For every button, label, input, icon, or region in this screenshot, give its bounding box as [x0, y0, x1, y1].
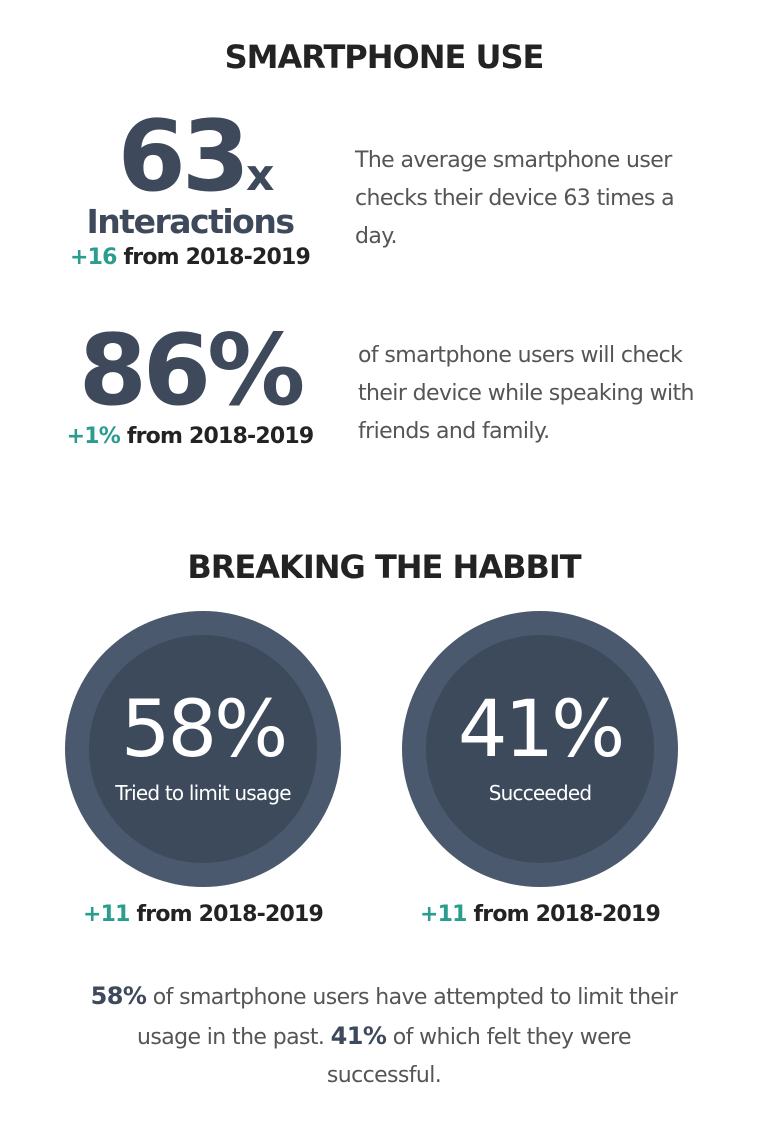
circle-stat-succeeded: 41% Succeeded: [402, 611, 678, 887]
delta-value: +16: [69, 245, 117, 270]
summary-bold-58: 58%: [90, 982, 147, 1010]
delta-period: from 2018-2019: [473, 902, 661, 927]
summary-paragraph: 58% of smartphone users have attempted t…: [80, 977, 688, 1095]
stat-suffix: x: [246, 150, 275, 201]
stat-interactions-delta: +16 from 2018-2019: [60, 245, 320, 270]
circle-inner: [426, 635, 654, 863]
circle-2-delta: +11 from 2018-2019: [402, 902, 678, 927]
stat-interactions: 63x Interactions +16 from 2018-2019: [60, 108, 320, 270]
circle-1-delta: +11 from 2018-2019: [65, 902, 341, 927]
stat-number: 63: [117, 100, 250, 214]
circle-label: Succeeded: [488, 781, 592, 805]
stat-86-value: 86%: [78, 314, 306, 428]
delta-period: from 2018-2019: [123, 245, 311, 270]
stat-interactions-value: 63x: [72, 108, 320, 206]
circle-inner: [89, 635, 317, 863]
stat-interactions-label: Interactions: [86, 202, 295, 241]
stat-interactions-description: The average smartphone user checks their…: [355, 148, 675, 249]
summary-text-2: of which felt they were successful.: [326, 1025, 632, 1088]
delta-value: +11: [419, 902, 467, 927]
summary-bold-41: 41%: [330, 1022, 387, 1050]
stat-check-while-speaking: 86% +1% from 2018-2019: [60, 322, 320, 449]
summary-text-1: of smartphone users have attempted to li…: [137, 985, 678, 1050]
delta-value: +11: [82, 902, 130, 927]
section-title-smartphone-use: SMARTPHONE USE: [224, 38, 545, 76]
delta-value: +1%: [66, 424, 121, 449]
stat-86-description: of smartphone users will check their dev…: [358, 343, 694, 444]
delta-period: from 2018-2019: [136, 902, 324, 927]
circle-value: 58%: [120, 685, 288, 775]
delta-period: from 2018-2019: [126, 424, 314, 449]
circle-label: Tried to limit usage: [115, 781, 291, 805]
circle-value: 41%: [457, 685, 625, 775]
section-title-breaking-the-habbit: BREAKING THE HABBIT: [187, 548, 581, 586]
circle-stat-tried-to-limit: 58% Tried to limit usage: [65, 611, 341, 887]
stat-86-delta: +1% from 2018-2019: [60, 424, 320, 449]
